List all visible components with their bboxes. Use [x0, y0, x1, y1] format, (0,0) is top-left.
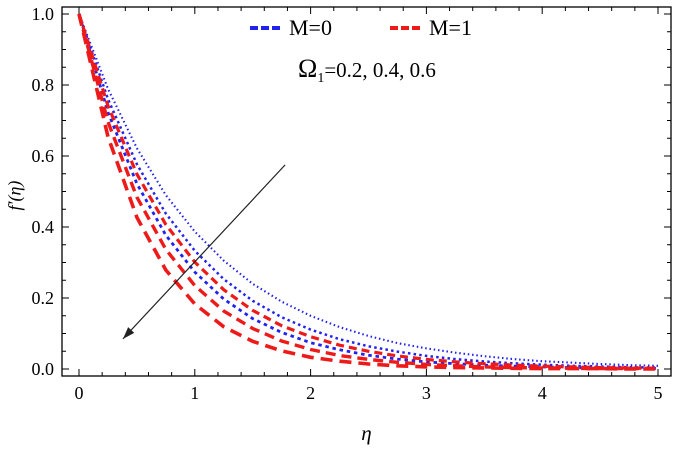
y-axis-label: f′(η): [4, 180, 25, 211]
x-tick-label: 2: [306, 383, 315, 403]
x-tick-label: 0: [75, 383, 84, 403]
x-tick-label: 1: [190, 383, 199, 403]
x-tick-label: 5: [654, 383, 663, 403]
x-axis-label: η: [361, 421, 372, 445]
x-tick-label: 4: [538, 383, 547, 403]
omega-symbol: Ω: [298, 54, 318, 83]
omega-annotation: Ω1=0.2, 0.4, 0.6: [298, 54, 436, 86]
legend-label-m1: M=1: [428, 15, 472, 40]
series-curve-5: [77, 13, 658, 371]
legend-item-m0: M=0: [250, 17, 332, 39]
legend-item-m1: M=1: [389, 15, 472, 40]
x-tick-label: 3: [422, 383, 431, 403]
y-tick-label: 0.0: [32, 359, 55, 379]
y-tick-label: 0.2: [32, 288, 55, 308]
omega-subscript: 1: [317, 71, 325, 87]
direction-arrow-line: [122, 164, 286, 340]
direction-arrow-head: [123, 327, 135, 339]
y-tick-label: 1.0: [32, 4, 55, 24]
y-tick-label: 0.6: [32, 146, 55, 166]
legend: M=0 M=1: [250, 17, 472, 39]
legend-label-m0: M=0: [289, 15, 332, 40]
m0-dashed-line-icon: [250, 26, 280, 30]
m1-dashed-line-icon: [389, 26, 420, 30]
series-curve-3: [77, 13, 659, 370]
y-tick-label: 0.8: [32, 75, 55, 95]
omega-values: =0.2, 0.4, 0.6: [324, 58, 436, 82]
series-curve-2: [77, 13, 658, 370]
y-tick-label: 0.4: [32, 217, 55, 237]
